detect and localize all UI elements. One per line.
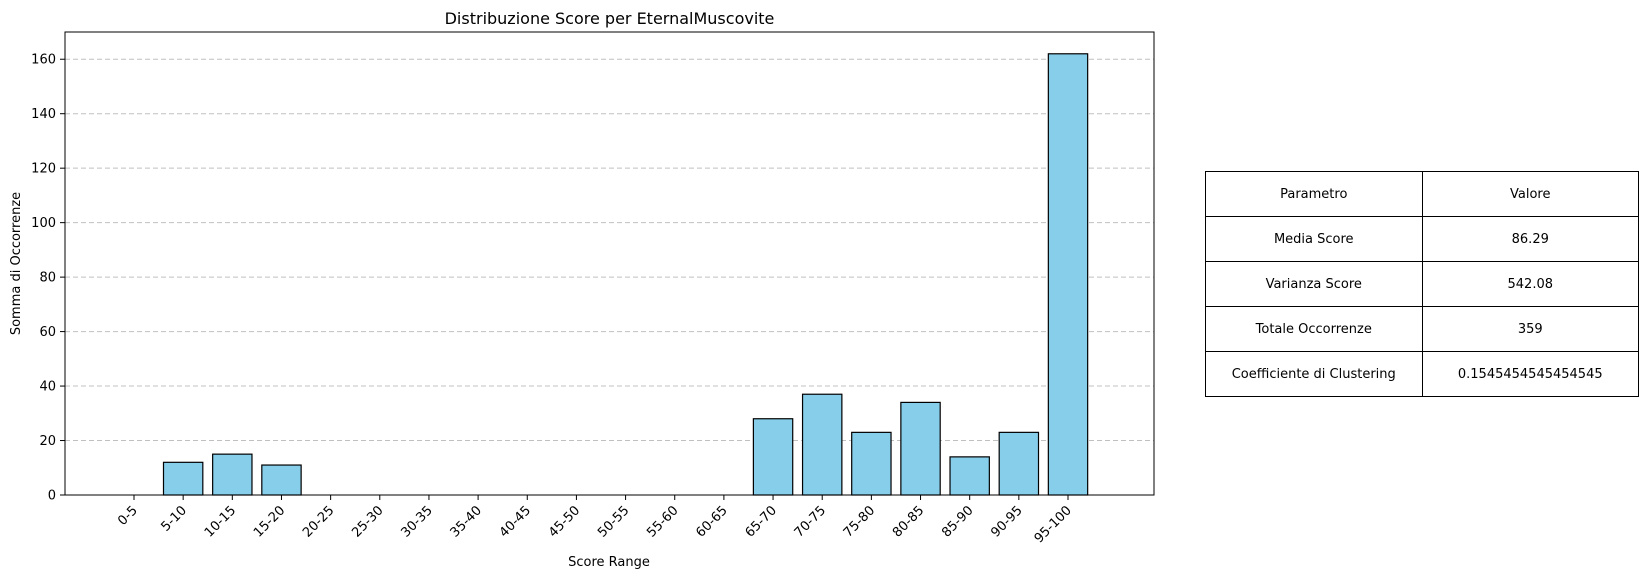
table-cell-value: 86.29	[1421, 216, 1639, 262]
x-tick-label: 65-70	[743, 503, 780, 540]
y-tick-label: 20	[39, 434, 56, 449]
x-tick-label: 90-95	[988, 503, 1025, 540]
table-header-row: Parametro Valore	[1205, 171, 1639, 217]
stats-table: Parametro Valore Media Score 86.29 Varia…	[1205, 171, 1639, 397]
bar	[261, 464, 302, 496]
x-tick-label: 50-55	[595, 503, 632, 540]
bar	[998, 431, 1040, 496]
gridlines	[65, 58, 1154, 442]
x-axis-ticks: 0-5 5-10 10-15 15-20 20-25 25-30 30-35 35-40 40-…	[115, 495, 1075, 546]
x-tick-label: 10-15	[202, 503, 239, 540]
chart-title: Distribuzione Score per EternalMuscovite	[445, 9, 775, 28]
table-row: Totale Occorrenze 359	[1205, 306, 1639, 352]
y-axis-label: Somma di Occorrenze	[9, 192, 24, 335]
table-header-value: Valore	[1421, 171, 1639, 217]
table-cell-value: 542.08	[1421, 261, 1639, 307]
x-tick-label: 80-85	[890, 503, 927, 540]
x-tick-label: 5-10	[159, 503, 190, 534]
x-tick-label: 95-100	[1032, 503, 1075, 546]
y-axis-ticks: 0 20 40 60 80 100 120 140 160	[31, 53, 65, 504]
y-tick-label: 0	[48, 489, 56, 504]
bar	[851, 431, 892, 496]
y-tick-label: 60	[39, 325, 56, 340]
table-row: Coefficiente di Clustering 0.15454545454…	[1205, 351, 1639, 397]
x-tick-label: 15-20	[251, 503, 288, 540]
bar	[212, 453, 253, 496]
table-row: Varianza Score 542.08	[1205, 261, 1639, 307]
x-tick-label: 35-40	[448, 503, 485, 540]
table-header-param: Parametro	[1205, 171, 1423, 217]
y-tick-label: 160	[31, 53, 56, 68]
x-tick-label: 45-50	[546, 503, 583, 540]
table-cell-param: Totale Occorrenze	[1205, 306, 1423, 352]
y-tick-label: 40	[39, 380, 56, 395]
bar	[162, 461, 204, 496]
x-tick-label: 0-5	[115, 503, 141, 529]
y-tick-label: 100	[31, 216, 56, 231]
x-tick-label: 85-90	[939, 503, 976, 540]
bar	[900, 401, 941, 496]
bar	[949, 456, 990, 496]
bars	[162, 53, 1089, 496]
bar	[801, 393, 843, 496]
x-tick-label: 25-30	[349, 503, 386, 540]
table-cell-value: 0.1545454545454545	[1421, 351, 1639, 397]
x-axis-label: Score Range	[568, 555, 650, 570]
x-tick-label: 60-65	[693, 503, 730, 540]
x-tick-label: 30-35	[398, 503, 435, 540]
table-cell-param: Varianza Score	[1205, 261, 1423, 307]
y-tick-label: 80	[39, 271, 56, 286]
plot-frame	[64, 31, 1155, 496]
x-tick-label: 75-80	[841, 503, 878, 540]
table-cell-param: Media Score	[1205, 216, 1423, 262]
y-tick-label: 120	[31, 162, 56, 177]
bar	[1047, 53, 1089, 496]
bar	[752, 418, 794, 496]
x-tick-label: 20-25	[300, 503, 337, 540]
table-cell-param: Coefficiente di Clustering	[1205, 351, 1423, 397]
table-cell-value: 359	[1421, 306, 1639, 352]
x-tick-label: 55-60	[644, 503, 681, 540]
x-tick-label: 70-75	[792, 503, 829, 540]
table-row: Media Score 86.29	[1205, 216, 1639, 262]
x-tick-label: 40-45	[497, 503, 534, 540]
y-tick-label: 140	[31, 107, 56, 122]
